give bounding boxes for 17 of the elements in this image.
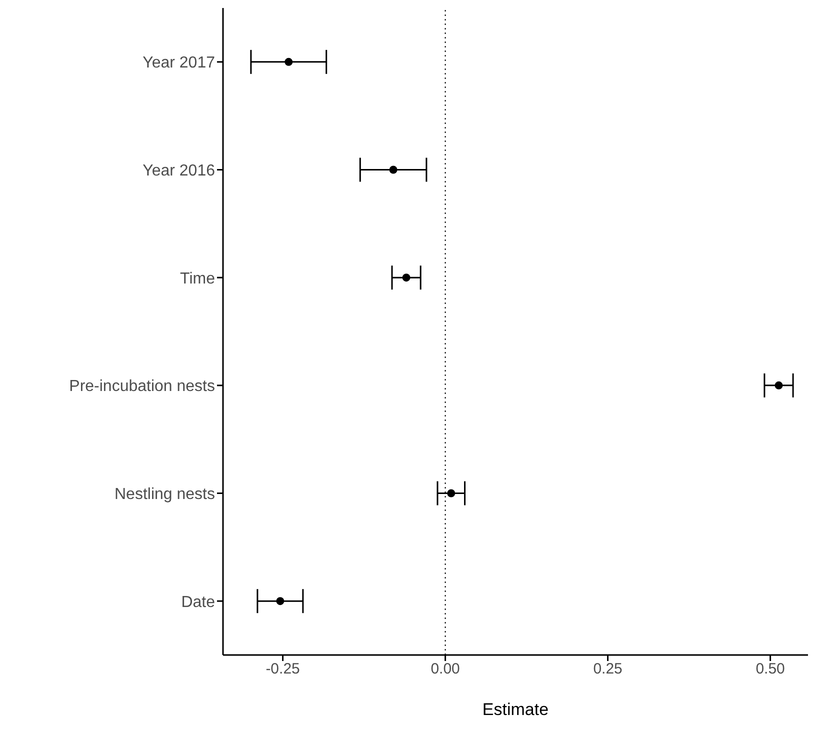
- x-tick-label: -0.25: [266, 660, 300, 678]
- y-tick-label: Pre-incubation nests: [69, 378, 215, 396]
- point: [284, 58, 293, 66]
- x-axis-title: Estimate: [482, 700, 549, 719]
- point: [389, 166, 398, 174]
- x-tick-label: 0.50: [756, 660, 785, 678]
- point: [774, 381, 783, 390]
- y-tick-label: Year 2016: [142, 162, 216, 180]
- y-tick-label: Nestling nests: [114, 486, 215, 503]
- point: [447, 489, 456, 498]
- y-tick-label: Time: [180, 270, 216, 288]
- point: [276, 597, 284, 606]
- point: [402, 274, 410, 282]
- x-tick-label: 0.00: [430, 660, 460, 678]
- y-tick-label: Date: [181, 594, 216, 611]
- x-tick-label: 0.25: [593, 660, 622, 678]
- y-tick-label: Year 2017: [142, 54, 216, 72]
